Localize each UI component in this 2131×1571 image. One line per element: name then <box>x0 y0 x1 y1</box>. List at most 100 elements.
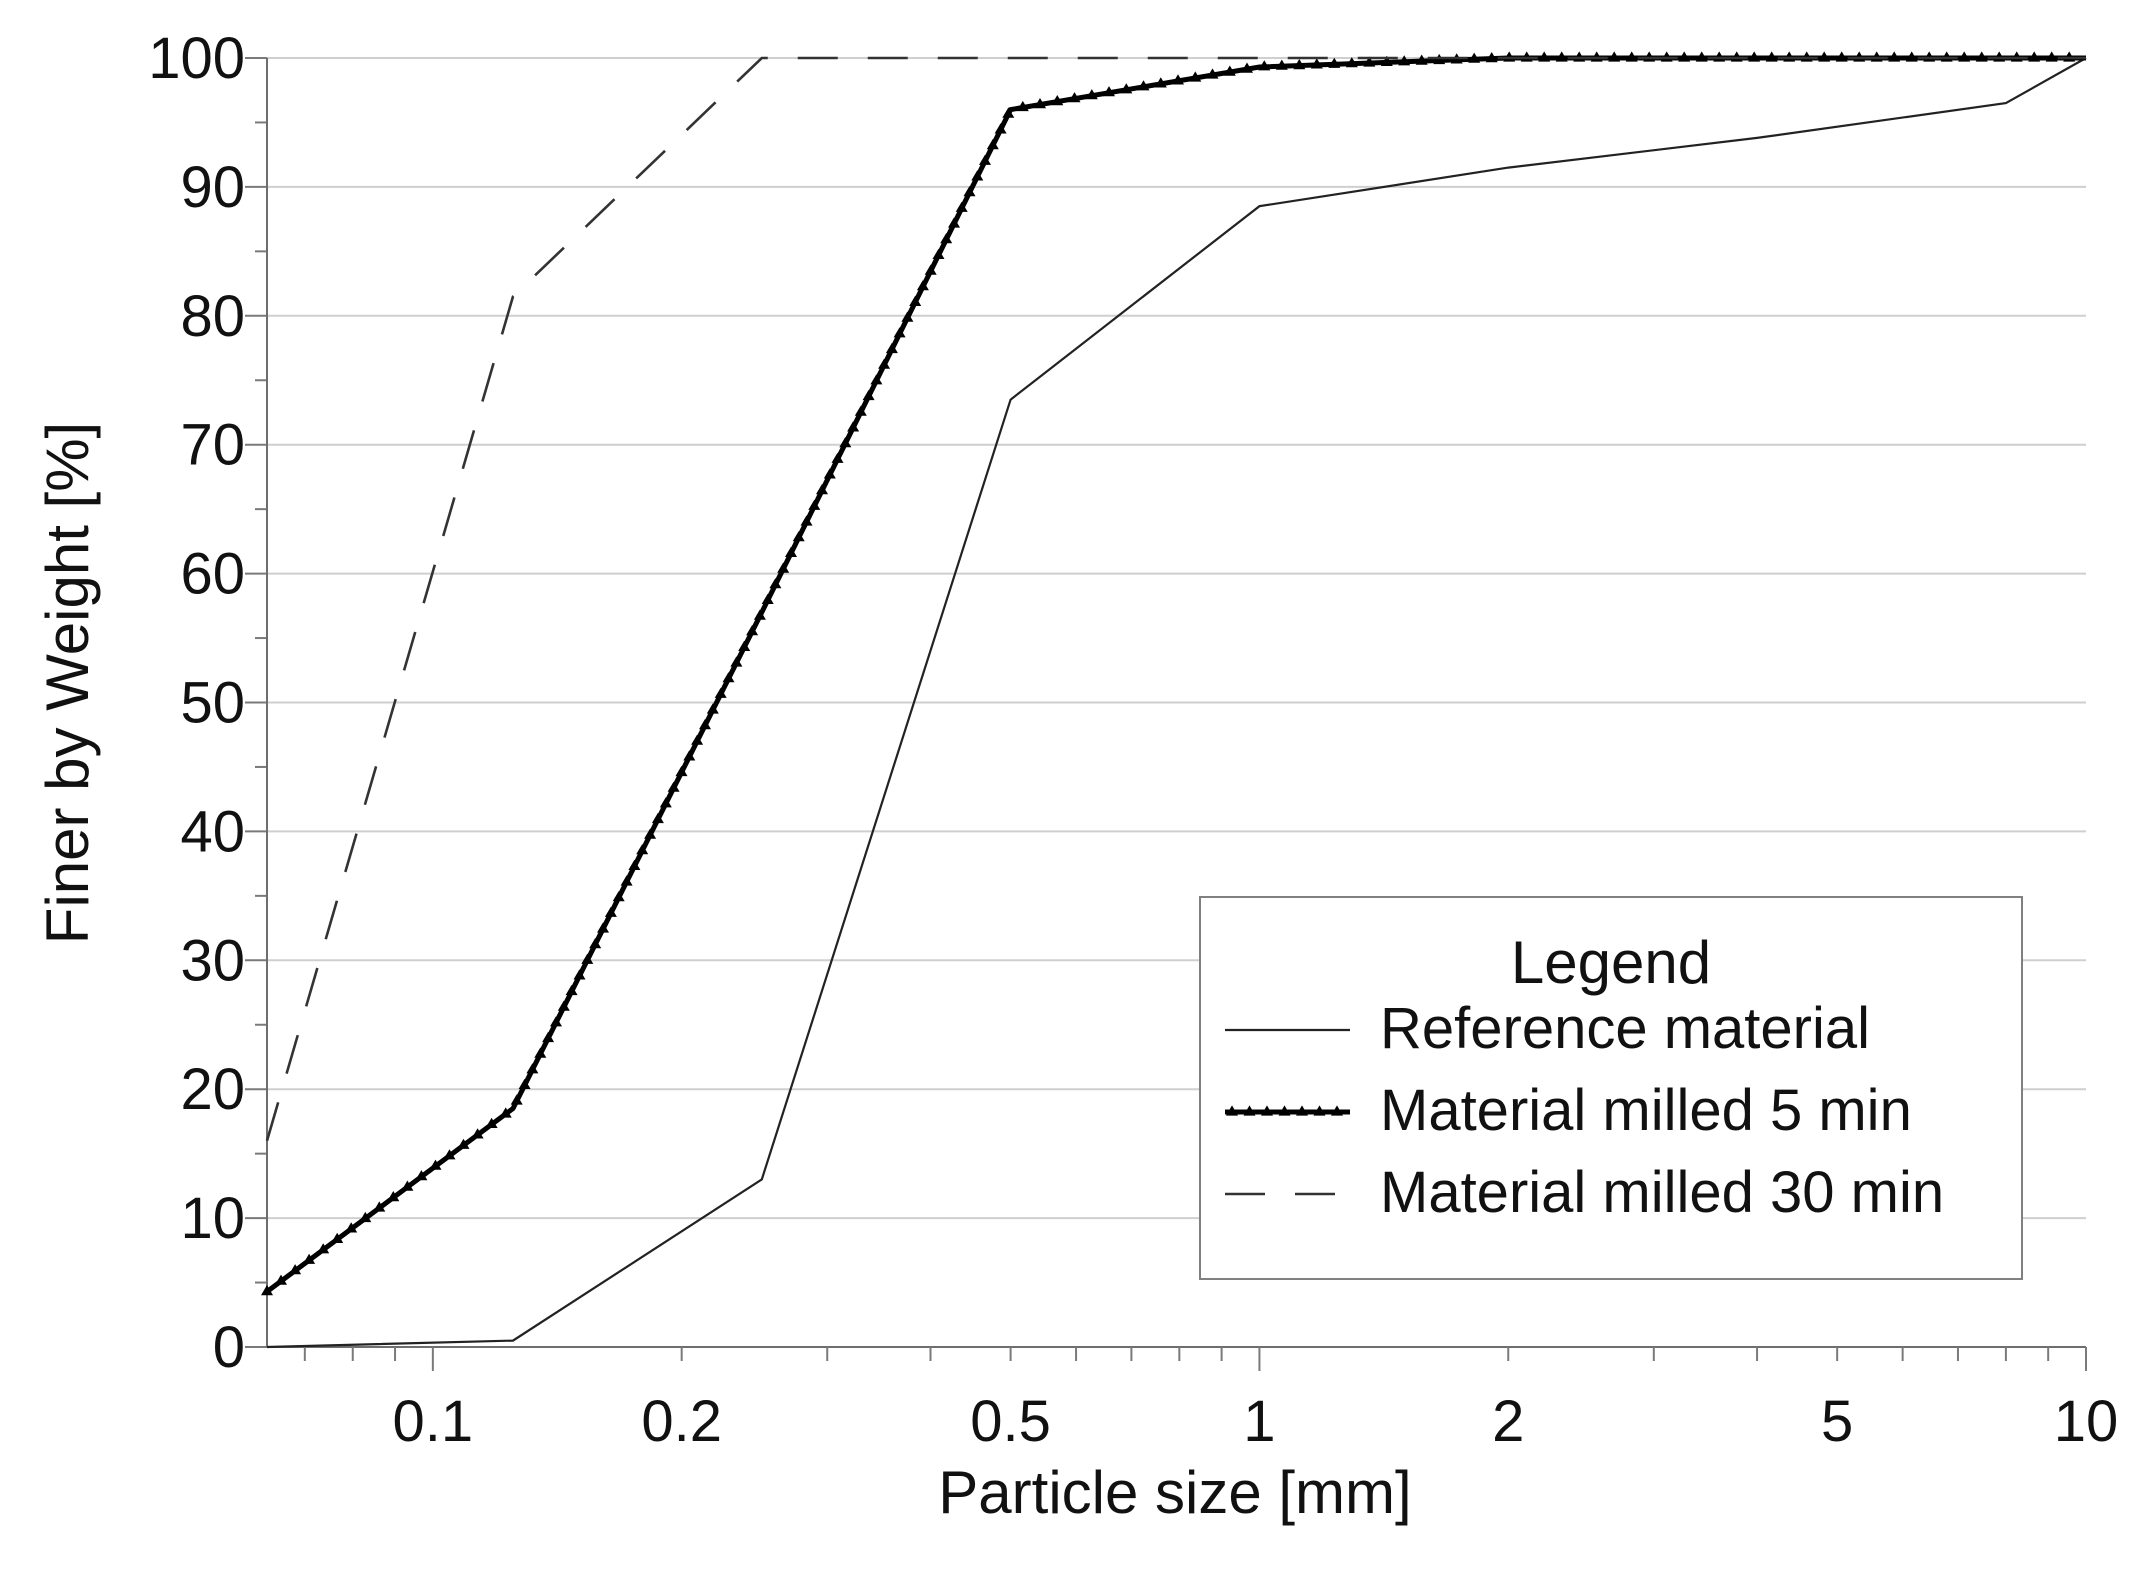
series-marker-triangle <box>1085 89 1098 100</box>
y-axis-title: Finer by Weight [%] <box>34 422 101 944</box>
y-tick-label: 50 <box>180 671 245 736</box>
x-tick-label: 0.1 <box>393 1389 474 1454</box>
series-marker-triangle <box>526 1063 539 1074</box>
x-tick-label: 1 <box>1243 1389 1275 1454</box>
series-marker-triangle <box>1002 107 1015 118</box>
legend-label: Material milled 5 min <box>1380 1078 1912 1143</box>
series-marker-triangle <box>581 953 594 964</box>
y-tick-label: 100 <box>148 26 245 91</box>
y-tick-label: 0 <box>213 1315 245 1380</box>
series-line-reference-material <box>266 57 2087 1349</box>
series-marker-triangle <box>675 765 688 777</box>
series-marker-triangle <box>955 201 968 212</box>
series-marker-triangle <box>1485 52 1498 63</box>
series-marker-triangle <box>1748 51 1761 62</box>
series-marker-triangle <box>1068 92 1081 103</box>
series-marker-triangle <box>847 421 860 432</box>
series-marker-triangle <box>557 1000 570 1011</box>
y-tick-label: 20 <box>180 1057 245 1122</box>
series-marker-triangle <box>878 358 891 369</box>
series-marker-triangle <box>1415 54 1428 65</box>
series-marker-triangle <box>1016 100 1029 112</box>
series-marker-triangle <box>1103 86 1115 97</box>
series-marker-triangle <box>986 139 999 150</box>
series-marker-triangle <box>1258 60 1271 71</box>
series-marker-triangle <box>620 875 633 886</box>
series-marker-triangle <box>823 468 836 479</box>
series-marker-triangle <box>1625 51 1638 62</box>
series-marker-triangle <box>730 656 743 667</box>
series-marker-triangle <box>261 1285 273 1296</box>
series-marker-triangle <box>854 405 867 416</box>
series-marker-triangle <box>691 734 704 745</box>
legend-marker-triangle <box>1278 1105 1291 1116</box>
series-marker-triangle <box>636 844 649 855</box>
series-marker-triangle <box>510 1094 523 1105</box>
series-marker-triangle <box>1051 95 1064 106</box>
series-marker-triangle <box>1275 59 1288 70</box>
series-marker-triangle <box>2028 51 2041 62</box>
series-marker-triangle <box>289 1264 302 1275</box>
series-marker-triangle <box>303 1253 316 1264</box>
series-marker-triangle <box>1958 51 1971 62</box>
series-marker-triangle <box>979 154 991 165</box>
x-tick-label: 2 <box>1492 1389 1524 1454</box>
legend-entry-1: Reference material <box>1225 996 1870 1061</box>
series-marker-triangle <box>1975 51 1988 62</box>
series-marker-triangle <box>746 625 759 636</box>
series-marker-triangle <box>373 1201 386 1212</box>
series-marker-triangle <box>816 484 828 495</box>
series-marker-triangle <box>699 719 711 730</box>
y-tick-label: 40 <box>180 799 245 864</box>
series-marker-triangle <box>683 750 696 761</box>
legend-box <box>1199 896 2023 1280</box>
series-marker-triangle <box>792 531 805 542</box>
series-marker-triangle <box>415 1170 428 1181</box>
x-tick-label: 10 <box>2054 1389 2119 1454</box>
legend-marker-triangle <box>1331 1105 1343 1116</box>
y-tick-label: 80 <box>180 284 245 349</box>
series-marker-triangle <box>738 640 751 651</box>
legend-marker-triangle <box>1313 1105 1326 1116</box>
series-marker-triangle <box>714 687 727 698</box>
legend-title: Legend <box>1511 929 1711 996</box>
series-marker-triangle <box>1468 52 1481 63</box>
series-marker-triangle <box>667 781 680 792</box>
series-marker-triangle <box>499 1107 512 1118</box>
series-marker-triangle <box>589 938 602 949</box>
series-marker-triangle <box>429 1159 442 1170</box>
series-marker-triangle <box>1310 58 1323 69</box>
series-marker-triangle <box>1223 65 1236 76</box>
series-marker-triangle <box>932 248 945 259</box>
series-marker-triangle <box>550 1016 562 1027</box>
series-marker-triangle <box>753 609 766 620</box>
series-marker-triangle <box>443 1149 456 1160</box>
series-marker-triangle <box>722 672 735 683</box>
series-marker-triangle <box>1345 57 1358 68</box>
legend-marker-triangle <box>1243 1105 1256 1116</box>
x-tick-label: 0.5 <box>970 1389 1051 1454</box>
series-marker-triangle <box>1137 80 1150 91</box>
series-marker-triangle <box>518 1078 531 1089</box>
series-marker-triangle <box>542 1031 555 1043</box>
series-marker-triangle <box>471 1128 484 1139</box>
series-marker-triangle <box>485 1117 498 1128</box>
series-marker-triangle <box>317 1243 330 1254</box>
series-marker-triangle <box>1835 51 1848 62</box>
series-marker-triangle <box>1154 77 1167 88</box>
data-series <box>261 51 2087 1349</box>
series-marker-triangle <box>916 280 929 291</box>
y-tick-label: 60 <box>180 542 245 607</box>
series-marker-triangle <box>862 389 875 401</box>
legend-label: Reference material <box>1380 996 1870 1061</box>
series-marker-triangle <box>777 562 790 573</box>
series-marker-triangle <box>628 859 641 870</box>
series-marker-triangle <box>1328 57 1341 68</box>
series-marker-triangle <box>1888 51 1901 62</box>
x-tick-label: 0.2 <box>641 1389 722 1454</box>
series-marker-triangle <box>994 123 1007 134</box>
series-marker-triangle <box>706 703 719 714</box>
legend-entry-2: Material milled 5 min <box>1225 1078 1912 1143</box>
series-marker-triangle <box>345 1222 358 1233</box>
series-marker-triangle <box>839 437 852 448</box>
